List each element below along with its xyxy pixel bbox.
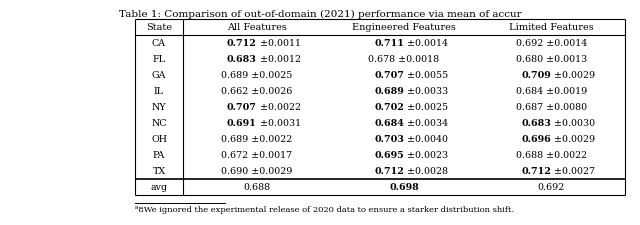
Text: 0.703: 0.703 bbox=[374, 135, 404, 144]
Text: 0.709: 0.709 bbox=[522, 70, 551, 79]
Text: 0.687 ±0.0080: 0.687 ±0.0080 bbox=[516, 103, 587, 112]
Text: 0.684: 0.684 bbox=[374, 119, 404, 128]
Text: ±0.0030: ±0.0030 bbox=[551, 119, 595, 128]
Text: 0.683: 0.683 bbox=[227, 54, 257, 63]
Text: 0.712: 0.712 bbox=[227, 38, 257, 47]
Text: PA: PA bbox=[153, 151, 165, 160]
Text: ±0.0027: ±0.0027 bbox=[551, 166, 595, 176]
Text: 0.707: 0.707 bbox=[374, 70, 404, 79]
Text: ±0.0033: ±0.0033 bbox=[404, 86, 448, 95]
Text: 0.711: 0.711 bbox=[374, 38, 404, 47]
Text: 0.691: 0.691 bbox=[227, 119, 257, 128]
Text: IL: IL bbox=[154, 86, 164, 95]
Text: 0.712: 0.712 bbox=[522, 166, 551, 176]
Text: 0.702: 0.702 bbox=[374, 103, 404, 112]
Text: NC: NC bbox=[151, 119, 167, 128]
Text: 0.689: 0.689 bbox=[374, 86, 404, 95]
Text: ±0.0029: ±0.0029 bbox=[551, 70, 595, 79]
Text: 0.698: 0.698 bbox=[389, 182, 419, 191]
Text: 0.680 ±0.0013: 0.680 ±0.0013 bbox=[516, 54, 587, 63]
Text: 0.672 ±0.0017: 0.672 ±0.0017 bbox=[221, 151, 292, 160]
Text: 0.692: 0.692 bbox=[538, 182, 565, 191]
Text: ±0.0011: ±0.0011 bbox=[257, 38, 301, 47]
Text: All Features: All Features bbox=[227, 22, 287, 32]
Text: 0.696: 0.696 bbox=[522, 135, 551, 144]
Text: OH: OH bbox=[151, 135, 167, 144]
Text: avg: avg bbox=[150, 182, 168, 191]
Text: TX: TX bbox=[152, 166, 166, 176]
Text: 0.688 ±0.0022: 0.688 ±0.0022 bbox=[516, 151, 587, 160]
Text: ±0.0031: ±0.0031 bbox=[257, 119, 301, 128]
Text: 0.692 ±0.0014: 0.692 ±0.0014 bbox=[516, 38, 587, 47]
Text: 0.662 ±0.0026: 0.662 ±0.0026 bbox=[221, 86, 292, 95]
Text: ±0.0014: ±0.0014 bbox=[404, 38, 448, 47]
Text: 0.689 ±0.0025: 0.689 ±0.0025 bbox=[221, 70, 292, 79]
Text: ±0.0025: ±0.0025 bbox=[404, 103, 448, 112]
Text: 0.689 ±0.0022: 0.689 ±0.0022 bbox=[221, 135, 292, 144]
Text: Engineered Features: Engineered Features bbox=[352, 22, 456, 32]
Text: GA: GA bbox=[152, 70, 166, 79]
Text: ±0.0029: ±0.0029 bbox=[551, 135, 595, 144]
Text: CA: CA bbox=[152, 38, 166, 47]
Text: ±0.0055: ±0.0055 bbox=[404, 70, 448, 79]
Text: 0.712: 0.712 bbox=[374, 166, 404, 176]
Text: ±0.0028: ±0.0028 bbox=[404, 166, 448, 176]
Text: Limited Features: Limited Features bbox=[509, 22, 594, 32]
Text: 0.695: 0.695 bbox=[374, 151, 404, 160]
Text: ⁸8We ignored the experimental release of 2020 data to ensure a starker distribut: ⁸8We ignored the experimental release of… bbox=[135, 206, 514, 214]
Text: FL: FL bbox=[152, 54, 166, 63]
Text: 0.707: 0.707 bbox=[227, 103, 257, 112]
Text: 0.688: 0.688 bbox=[243, 182, 270, 191]
Text: ±0.0012: ±0.0012 bbox=[257, 54, 301, 63]
Text: ±0.0040: ±0.0040 bbox=[404, 135, 448, 144]
Text: Table 1: Comparison of out-of-domain (2021) performance via mean of accur: Table 1: Comparison of out-of-domain (20… bbox=[118, 10, 522, 19]
Text: NY: NY bbox=[152, 103, 166, 112]
Text: 0.690 ±0.0029: 0.690 ±0.0029 bbox=[221, 166, 292, 176]
Text: ±0.0022: ±0.0022 bbox=[257, 103, 301, 112]
Text: 0.678 ±0.0018: 0.678 ±0.0018 bbox=[369, 54, 440, 63]
Text: ±0.0023: ±0.0023 bbox=[404, 151, 448, 160]
Text: State: State bbox=[146, 22, 172, 32]
Text: ±0.0034: ±0.0034 bbox=[404, 119, 448, 128]
Text: 0.684 ±0.0019: 0.684 ±0.0019 bbox=[516, 86, 587, 95]
Text: 0.683: 0.683 bbox=[522, 119, 551, 128]
